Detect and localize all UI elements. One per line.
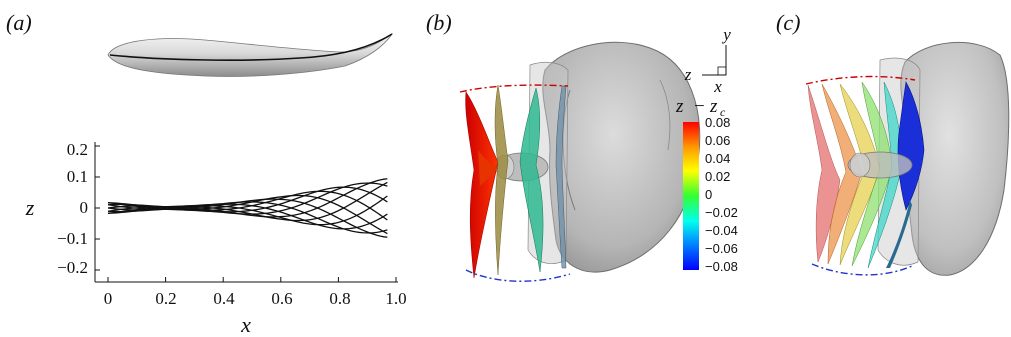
x-tick-label: 0	[104, 289, 113, 308]
colorbar-tick: −0.08	[705, 259, 738, 274]
panel-label-a: (a)	[6, 10, 32, 35]
y-tick-label: −0.2	[57, 258, 88, 277]
y-tick-label: 0	[80, 198, 89, 217]
colorbar-tick: 0.02	[705, 169, 730, 184]
panel-label-b: (b)	[426, 10, 452, 35]
colorbar: z − z c 0.08 0.06 0.04 0.02 0 −0.02 −0.0…	[675, 96, 738, 274]
midline-curve	[107, 181, 388, 222]
colorbar-tick: 0.08	[705, 115, 730, 130]
fish-body-render	[107, 32, 394, 77]
x-axis-title: x	[240, 312, 251, 337]
tick-marks	[95, 145, 397, 282]
midline-plot: 0.2 0.1 0 −0.1 −0.2 0 0.2 0.4 0.6 0.8 1.…	[25, 140, 407, 337]
colorbar-tick: 0.06	[705, 133, 730, 148]
x-tick-label: 0.4	[213, 289, 235, 308]
y-tick-label: 0.2	[67, 140, 88, 159]
panel-label-c: (c)	[776, 10, 801, 35]
colorbar-tick: 0	[705, 187, 712, 202]
y-tick-label: −0.1	[57, 229, 88, 248]
axes-triad: y z x	[684, 25, 732, 96]
midline-curve	[107, 186, 388, 213]
y-tick-label: 0.1	[67, 167, 88, 186]
colorbar-tick: 0.04	[705, 151, 730, 166]
colorbar-tick: −0.06	[705, 241, 738, 256]
midline-curve	[107, 190, 388, 221]
x-tick-label: 0.6	[271, 289, 292, 308]
colorbar-title-zc: z	[709, 96, 718, 117]
midline-curve	[107, 182, 388, 215]
triad-z-label: z	[684, 65, 692, 84]
y-axis-title: z	[25, 195, 35, 220]
x-tick-label: 0.2	[155, 289, 176, 308]
colorbar-title-subscript: c	[720, 105, 726, 119]
x-tick-label: 1.0	[385, 289, 406, 308]
triad-x-label: x	[713, 77, 722, 96]
colorbar-title-minus: −	[694, 96, 705, 117]
wake-render-c	[805, 41, 1010, 276]
colorbar-title-z: z	[675, 96, 684, 117]
x-tick-label: 0.8	[329, 289, 350, 308]
wake-render-b	[459, 41, 701, 282]
midline-curves	[107, 178, 388, 238]
colorbar-tick: −0.02	[705, 205, 738, 220]
triad-y-label: y	[721, 25, 731, 44]
colorbar-gradient	[683, 122, 699, 270]
colorbar-tick: −0.04	[705, 223, 738, 238]
